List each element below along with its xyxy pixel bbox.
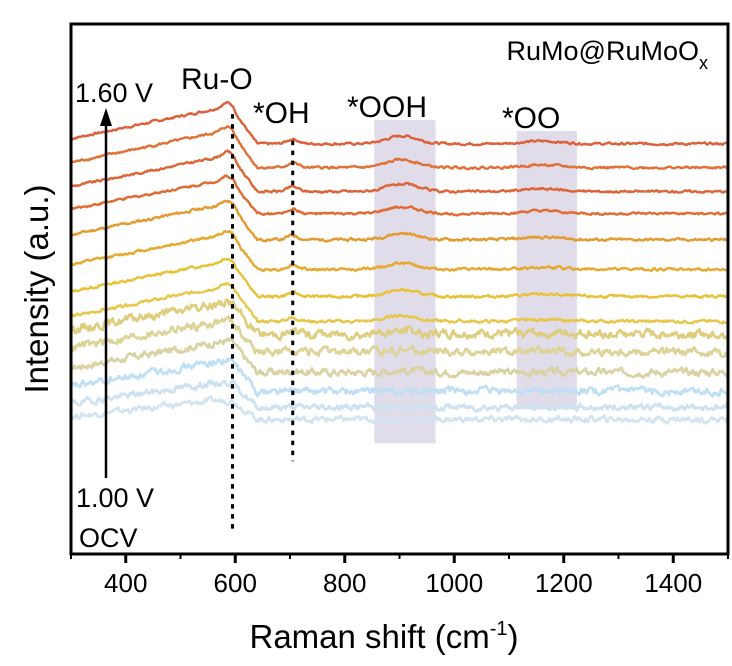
reference-lines [231, 114, 295, 531]
peak-label-ooh: *OOH [347, 91, 427, 124]
x-tick-label: 1200 [535, 568, 593, 598]
x-tick-label: 600 [214, 568, 257, 598]
spectrum-trace [70, 149, 729, 195]
spectrum-trace [70, 315, 730, 359]
x-tick-label: 800 [323, 568, 366, 598]
spectra-traces [69, 100, 730, 425]
spectrum-trace [69, 356, 730, 398]
label-bottom-potential: 1.00 V [76, 483, 154, 513]
spectrum-trace [70, 199, 729, 243]
peak-label-oo: *OO [502, 102, 560, 135]
spectrum-trace [70, 174, 729, 217]
x-ticks: 400 600 800 1000 1200 1400 [70, 554, 729, 598]
spectrum-trace [70, 229, 729, 273]
potential-arrow-head-icon [100, 108, 112, 126]
spectrum-trace [70, 298, 729, 342]
chart-title: RuMo@RuMoOx [507, 36, 708, 73]
x-axis-title-suffix: ) [508, 618, 519, 655]
x-axis-title: Raman shift (cm-1) [249, 618, 518, 655]
y-axis-title: Intensity (a.u.) [18, 184, 55, 393]
spectrum-trace [70, 100, 729, 147]
shaded-band-ooh [374, 119, 436, 444]
x-axis-title-superscript: -1 [490, 618, 508, 640]
x-tick-label: 400 [104, 568, 147, 598]
x-tick-label: 1400 [644, 568, 702, 598]
chart-title-subscript: x [699, 53, 708, 73]
label-top-potential: 1.60 V [75, 78, 153, 108]
spectrum-trace [70, 378, 730, 413]
peak-label-ru-o: Ru-O [181, 63, 253, 96]
spectrum-trace [70, 125, 729, 171]
spectrum-trace [70, 258, 729, 300]
spectrum-trace [70, 282, 729, 325]
spectrum-trace [70, 395, 729, 425]
x-tick-label: 1000 [425, 568, 483, 598]
peak-label-oh: *OH [253, 97, 310, 130]
label-ocv: OCV [79, 523, 138, 553]
shaded-band-oo [516, 131, 577, 410]
spectrum-trace [69, 336, 729, 379]
